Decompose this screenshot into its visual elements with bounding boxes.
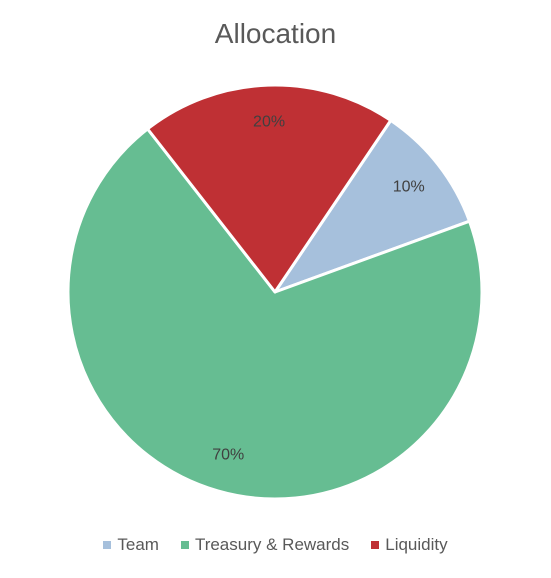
chart-title: Allocation	[214, 18, 337, 49]
pie-labels: 10% 70% 20%	[212, 114, 425, 464]
pie-slice-team	[273, 118, 472, 294]
pie-slice-liquidity	[146, 83, 393, 294]
pie-slices	[66, 83, 484, 501]
legend-item-liquidity: Liquidity	[371, 535, 448, 555]
legend-label-treasury-rewards: Treasury & Rewards	[194, 535, 350, 554]
legend-swatch-treasury-rewards	[180, 541, 189, 549]
legend-label-liquidity: Liquidity	[385, 535, 448, 554]
legend-label-team: Team	[117, 535, 159, 554]
legend-item-treasury-rewards: Treasury & Rewards	[180, 535, 350, 555]
legend-item-team: Team	[103, 535, 159, 555]
data-label-treasury-rewards: 70%	[212, 446, 244, 463]
legend-swatch-team	[103, 541, 112, 549]
data-label-liquidity: 20%	[253, 114, 285, 131]
pie-slice-treasury-rewards	[66, 127, 484, 501]
data-label-team: 10%	[393, 179, 425, 196]
legend-swatch-liquidity	[371, 541, 380, 549]
legend: Team Treasury & Rewards Liquidity	[0, 533, 551, 557]
